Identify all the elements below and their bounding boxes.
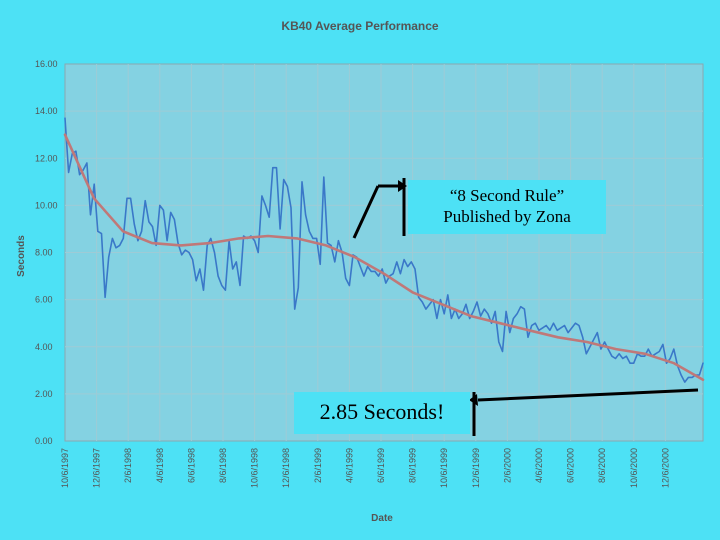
rule-arrow-diagonal (352, 185, 380, 239)
x-tick-label: 4/6/2000 (534, 448, 544, 483)
x-axis: 10/6/1997 12/6/1997 2/6/1998 4/6/1998 6/6/19… (60, 448, 670, 488)
annotation-rule-line2: Published by Zona (443, 207, 571, 226)
y-tick-label: 14.00 (35, 106, 58, 116)
x-tick-label: 2/6/1999 (313, 448, 323, 483)
annotation-8-second-rule: “8 Second Rule” Published by Zona (408, 180, 606, 234)
y-tick-label: 4.00 (35, 342, 53, 352)
y-tick-label: 8.00 (35, 248, 53, 258)
rule-arrowhead (398, 180, 407, 192)
x-tick-label: 10/6/1997 (60, 448, 70, 488)
x-tick-label: 12/6/1997 (92, 448, 102, 488)
y-tick-label: 10.00 (35, 200, 58, 210)
y-axis: 0.00 2.00 4.00 6.00 8.00 10.00 12.00 14.00 16.00 (35, 59, 58, 446)
x-tick-label: 12/6/1999 (471, 448, 481, 488)
x-tick-label: 8/6/1998 (218, 448, 228, 483)
x-tick-label: 12/6/2000 (660, 448, 670, 488)
final-arrowhead (469, 394, 478, 406)
chart-title: KB40 Average Performance (281, 19, 439, 33)
x-tick-label: 8/6/2000 (597, 448, 607, 483)
x-tick-label: 6/6/1999 (376, 448, 386, 483)
x-axis-title: Date (371, 513, 393, 524)
y-tick-label: 6.00 (35, 295, 53, 305)
final-arrow-shaft (477, 388, 699, 402)
x-tick-label: 10/6/1998 (250, 448, 260, 488)
y-tick-label: 12.00 (35, 153, 58, 163)
x-tick-label: 4/6/1999 (344, 448, 354, 483)
x-tick-label: 10/6/2000 (629, 448, 639, 488)
x-tick-label: 6/6/2000 (566, 448, 576, 483)
x-tick-label: 4/6/1998 (155, 448, 165, 483)
series-line-trend (63, 133, 705, 382)
annotation-rule-line1: “8 Second Rule” (449, 186, 565, 205)
x-tick-label: 2/6/1998 (123, 448, 133, 483)
x-tick-label: 10/6/1999 (439, 448, 449, 488)
y-tick-label: 16.00 (35, 59, 58, 69)
x-tick-label: 2/6/2000 (502, 448, 512, 483)
y-tick-label: 0.00 (35, 436, 53, 446)
x-tick-label: 8/6/1999 (408, 448, 418, 483)
series-lines (63, 117, 705, 383)
y-axis-title: Seconds (16, 235, 27, 277)
annotation-final-value: 2.85 Seconds! (294, 392, 470, 434)
series-line-average (64, 117, 704, 383)
x-tick-label: 6/6/1998 (186, 448, 196, 483)
x-tick-label: 12/6/1998 (281, 448, 291, 488)
y-tick-label: 2.00 (35, 389, 53, 399)
